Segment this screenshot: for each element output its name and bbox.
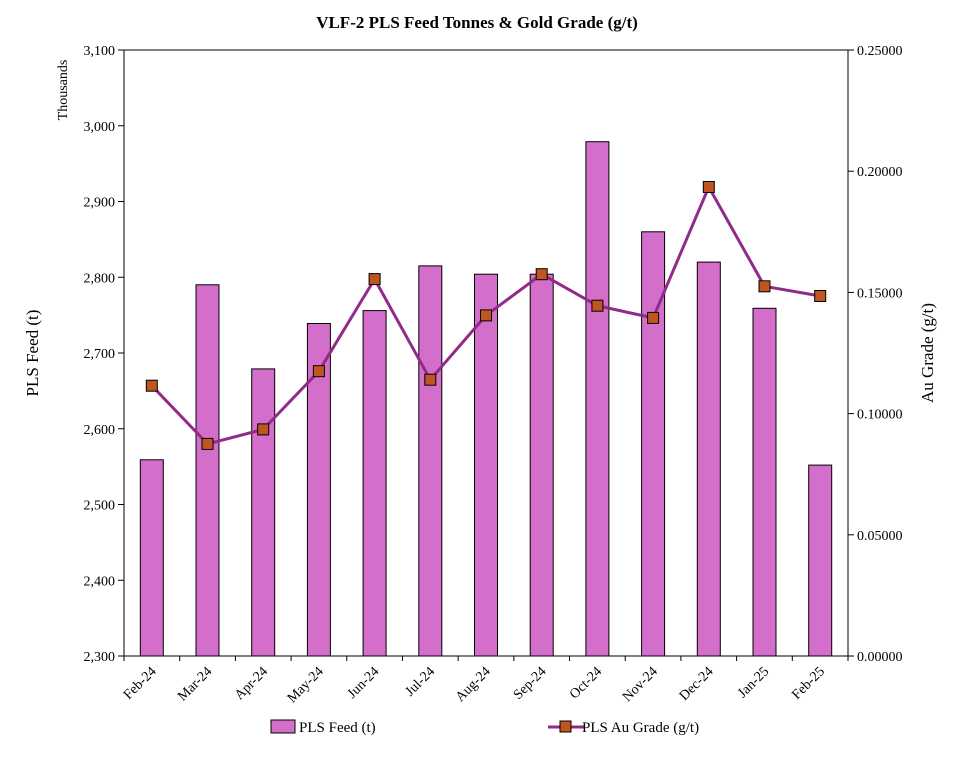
grade-point-Feb-25 bbox=[815, 291, 826, 302]
y2-axis-title: Au Grade (g/t) bbox=[918, 303, 937, 403]
y-tick-label: 2,600 bbox=[84, 423, 116, 438]
y-tick-label: 2,500 bbox=[84, 499, 116, 514]
x-tick-label: Nov-24 bbox=[620, 664, 661, 705]
chart-title: VLF-2 PLS Feed Tonnes & Gold Grade (g/t) bbox=[316, 13, 638, 32]
legend-swatch-feed bbox=[271, 720, 295, 733]
bar-Aug-24 bbox=[475, 274, 498, 656]
bar-Jan-25 bbox=[753, 308, 776, 656]
y2-tick-label: 0.00000 bbox=[857, 650, 903, 665]
grade-point-Nov-24 bbox=[648, 312, 659, 323]
x-tick-label: Jul-24 bbox=[403, 664, 438, 699]
y-tick-label: 2,300 bbox=[84, 650, 116, 665]
y2-tick-label: 0.05000 bbox=[857, 529, 903, 544]
bar-Sep-24 bbox=[530, 274, 553, 656]
y-tick-label: 3,000 bbox=[84, 120, 116, 135]
x-tick-label: May-24 bbox=[285, 664, 327, 706]
y-axis-title: PLS Feed (t) bbox=[23, 310, 42, 397]
x-tick-label: Aug-24 bbox=[453, 664, 494, 705]
x-tick-label: Jan-25 bbox=[735, 664, 772, 701]
y2-tick-label: 0.20000 bbox=[857, 165, 903, 180]
bar-Mar-24 bbox=[196, 285, 219, 656]
y-tick-label: 2,800 bbox=[84, 271, 116, 286]
x-tick-label: Feb-24 bbox=[121, 664, 160, 703]
x-tick-label: Dec-24 bbox=[677, 664, 717, 704]
x-tick-label: Mar-24 bbox=[175, 664, 215, 704]
y-tick-label: 2,900 bbox=[84, 196, 116, 211]
x-tick-label: Oct-24 bbox=[567, 664, 605, 702]
grade-point-Apr-24 bbox=[258, 424, 269, 435]
grade-point-Sep-24 bbox=[536, 269, 547, 280]
y2-tick-label: 0.15000 bbox=[857, 286, 903, 301]
grade-point-Mar-24 bbox=[202, 438, 213, 449]
grade-point-Jul-24 bbox=[425, 374, 436, 385]
x-tick-label: Sep-24 bbox=[511, 664, 550, 703]
y-tick-label: 2,700 bbox=[84, 347, 116, 362]
grade-point-May-24 bbox=[313, 366, 324, 377]
x-tick-label: Jun-24 bbox=[345, 664, 383, 702]
y-unit-label: Thousands bbox=[56, 60, 71, 121]
y-tick-label: 3,100 bbox=[84, 44, 116, 59]
bar-Apr-24 bbox=[252, 369, 275, 656]
bar-Feb-24 bbox=[140, 460, 163, 656]
bar-Dec-24 bbox=[697, 262, 720, 656]
legend: PLS Feed (t) PLS Au Grade (g/t) bbox=[271, 720, 699, 736]
grade-point-Dec-24 bbox=[703, 182, 714, 193]
y-tick-label: 2,400 bbox=[84, 574, 116, 589]
bar-Oct-24 bbox=[586, 142, 609, 656]
legend-marker-grade bbox=[560, 721, 571, 732]
y2-tick-label: 0.25000 bbox=[857, 44, 903, 59]
grade-point-Oct-24 bbox=[592, 300, 603, 311]
x-tick-label: Feb-25 bbox=[789, 664, 828, 703]
legend-label-feed: PLS Feed (t) bbox=[299, 720, 376, 736]
bar-Jun-24 bbox=[363, 311, 386, 656]
legend-label-grade: PLS Au Grade (g/t) bbox=[582, 720, 699, 736]
bar-Jul-24 bbox=[419, 266, 442, 656]
y2-tick-label: 0.10000 bbox=[857, 408, 903, 423]
bar-Feb-25 bbox=[809, 465, 832, 656]
x-tick-label: Apr-24 bbox=[232, 664, 271, 703]
grade-point-Aug-24 bbox=[481, 310, 492, 321]
grade-point-Jan-25 bbox=[759, 281, 770, 292]
grade-point-Jun-24 bbox=[369, 274, 380, 285]
grade-point-Feb-24 bbox=[146, 380, 157, 391]
plot-area: 2,300 2,400 2,500 2,600 2,700 2,800 2,900 3,000… bbox=[84, 44, 903, 706]
